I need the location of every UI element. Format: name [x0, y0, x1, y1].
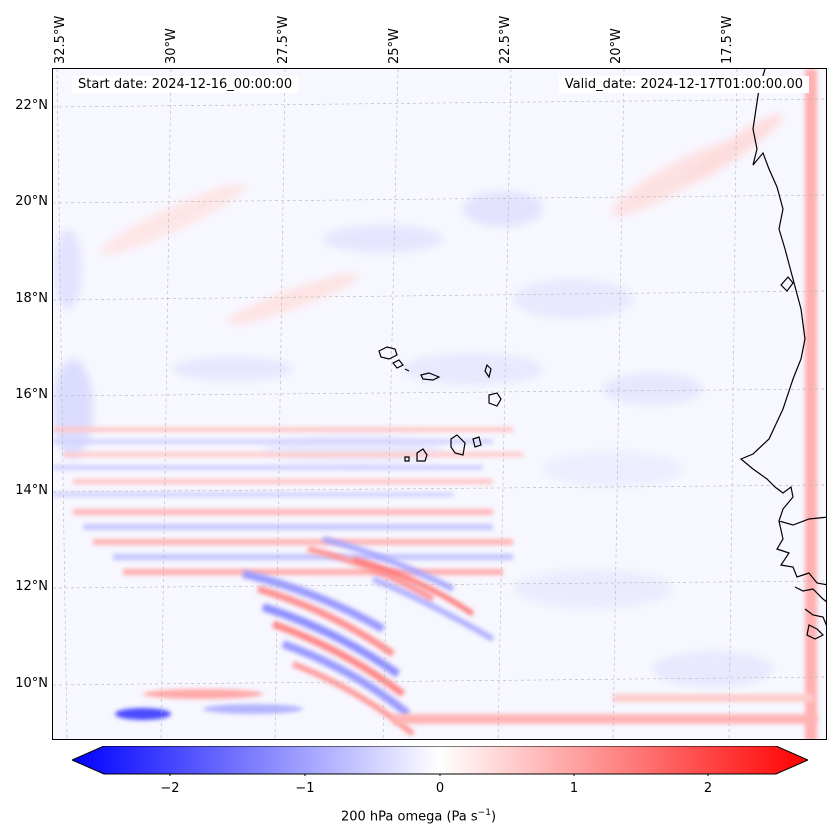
lat-label-10n: 10°N	[15, 676, 48, 691]
omega-field-map	[53, 69, 826, 739]
lat-label-16n: 16°N	[15, 387, 48, 402]
colorbar-gradient	[72, 746, 808, 775]
boundary-artifacts	[393, 69, 818, 739]
lon-label-30w: 30°W	[164, 28, 179, 64]
gridlines	[53, 69, 826, 739]
colorbar-label-main: 200 hPa omega (Pa s	[340, 809, 478, 825]
lon-label-25w: 25°W	[387, 28, 402, 64]
lat-label-12n: 12°N	[15, 579, 48, 594]
lon-label-27-5w: 27.5°W	[276, 15, 291, 64]
colorbar	[72, 746, 808, 776]
colorbar-tick-1: 1	[569, 781, 579, 796]
colorbar-tick-2: 2	[703, 781, 713, 796]
field-wave-bands	[53, 427, 523, 575]
lon-label-20w: 20°W	[609, 28, 624, 64]
lat-label-22n: 22°N	[15, 98, 48, 113]
start-date-label: Start date: 2024-12-16_00:00:00	[72, 76, 299, 93]
colorbar-tick-0: 0	[435, 781, 445, 796]
valid-date-label: Valid_date: 2024-12-17T01:00:00.00	[558, 76, 809, 93]
map-panel[interactable]	[52, 68, 827, 740]
lat-label-20n: 20°N	[15, 194, 48, 209]
lon-label-17-5w: 17.5°W	[720, 15, 735, 64]
lat-label-14n: 14°N	[15, 483, 48, 498]
colorbar-label: 200 hPa omega (Pa s−1)	[0, 808, 837, 824]
cape-verde-islands	[378, 346, 502, 462]
colorbar-tick-minus2: −2	[160, 781, 180, 796]
colorbar-label-sup: −1	[477, 808, 491, 818]
colorbar-tick-minus1: −1	[295, 781, 315, 796]
colorbar-label-end: )	[490, 809, 497, 825]
lat-label-18n: 18°N	[15, 291, 48, 306]
colorbar-ticks	[169, 774, 709, 776]
lon-label-22-5w: 22.5°W	[498, 15, 513, 64]
lon-label-32-5w: 32.5°W	[53, 15, 68, 64]
field-diagonal-streaks	[115, 536, 495, 737]
coastline	[739, 69, 826, 640]
